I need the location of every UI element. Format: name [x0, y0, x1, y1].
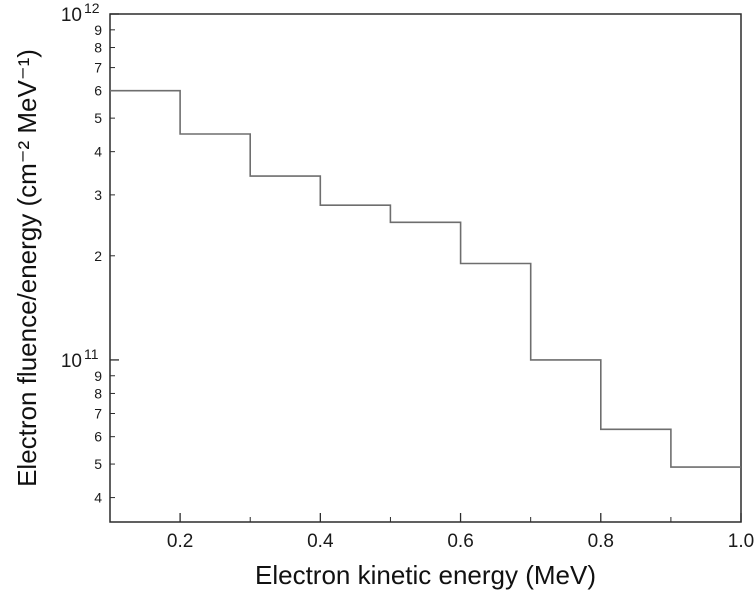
svg-text:10: 10 [61, 351, 82, 372]
step-line [110, 89, 741, 468]
svg-text:6: 6 [94, 83, 102, 99]
svg-text:7: 7 [94, 60, 102, 76]
svg-text:9: 9 [94, 368, 102, 384]
svg-text:0.8: 0.8 [588, 531, 614, 552]
svg-text:10: 10 [61, 5, 82, 26]
svg-text:5: 5 [94, 456, 102, 472]
y-axis-title: Electron fluence/energy (cm⁻² MeV⁻¹) [12, 49, 42, 487]
svg-text:11: 11 [84, 346, 99, 362]
svg-text:3: 3 [94, 187, 102, 203]
svg-text:4: 4 [94, 490, 102, 506]
svg-text:0.2: 0.2 [167, 531, 193, 552]
svg-text:12: 12 [84, 0, 100, 16]
svg-text:0.6: 0.6 [447, 531, 473, 552]
svg-text:5: 5 [94, 110, 102, 126]
svg-text:4: 4 [94, 144, 102, 160]
svg-text:8: 8 [94, 40, 102, 56]
svg-text:2: 2 [94, 248, 102, 264]
svg-text:9: 9 [94, 22, 102, 38]
svg-text:0.4: 0.4 [307, 531, 334, 552]
svg-text:8: 8 [94, 385, 102, 401]
x-axis-title: Electron kinetic energy (MeV) [254, 560, 597, 590]
svg-text:7: 7 [94, 406, 102, 422]
svg-text:6: 6 [94, 429, 102, 445]
svg-text:1.0: 1.0 [728, 531, 754, 552]
